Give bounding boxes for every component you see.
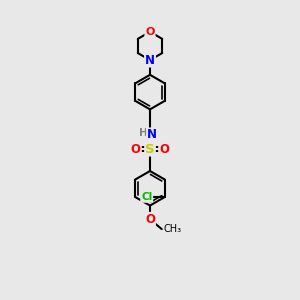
Text: N: N bbox=[145, 54, 155, 67]
Text: O: O bbox=[131, 142, 141, 155]
Text: O: O bbox=[145, 213, 155, 226]
Text: S: S bbox=[145, 142, 155, 155]
Text: H: H bbox=[139, 128, 148, 138]
Text: Cl: Cl bbox=[141, 192, 152, 202]
Text: O: O bbox=[159, 142, 169, 155]
Text: N: N bbox=[147, 128, 157, 141]
Text: CH₃: CH₃ bbox=[164, 224, 182, 234]
Text: O: O bbox=[145, 27, 155, 37]
